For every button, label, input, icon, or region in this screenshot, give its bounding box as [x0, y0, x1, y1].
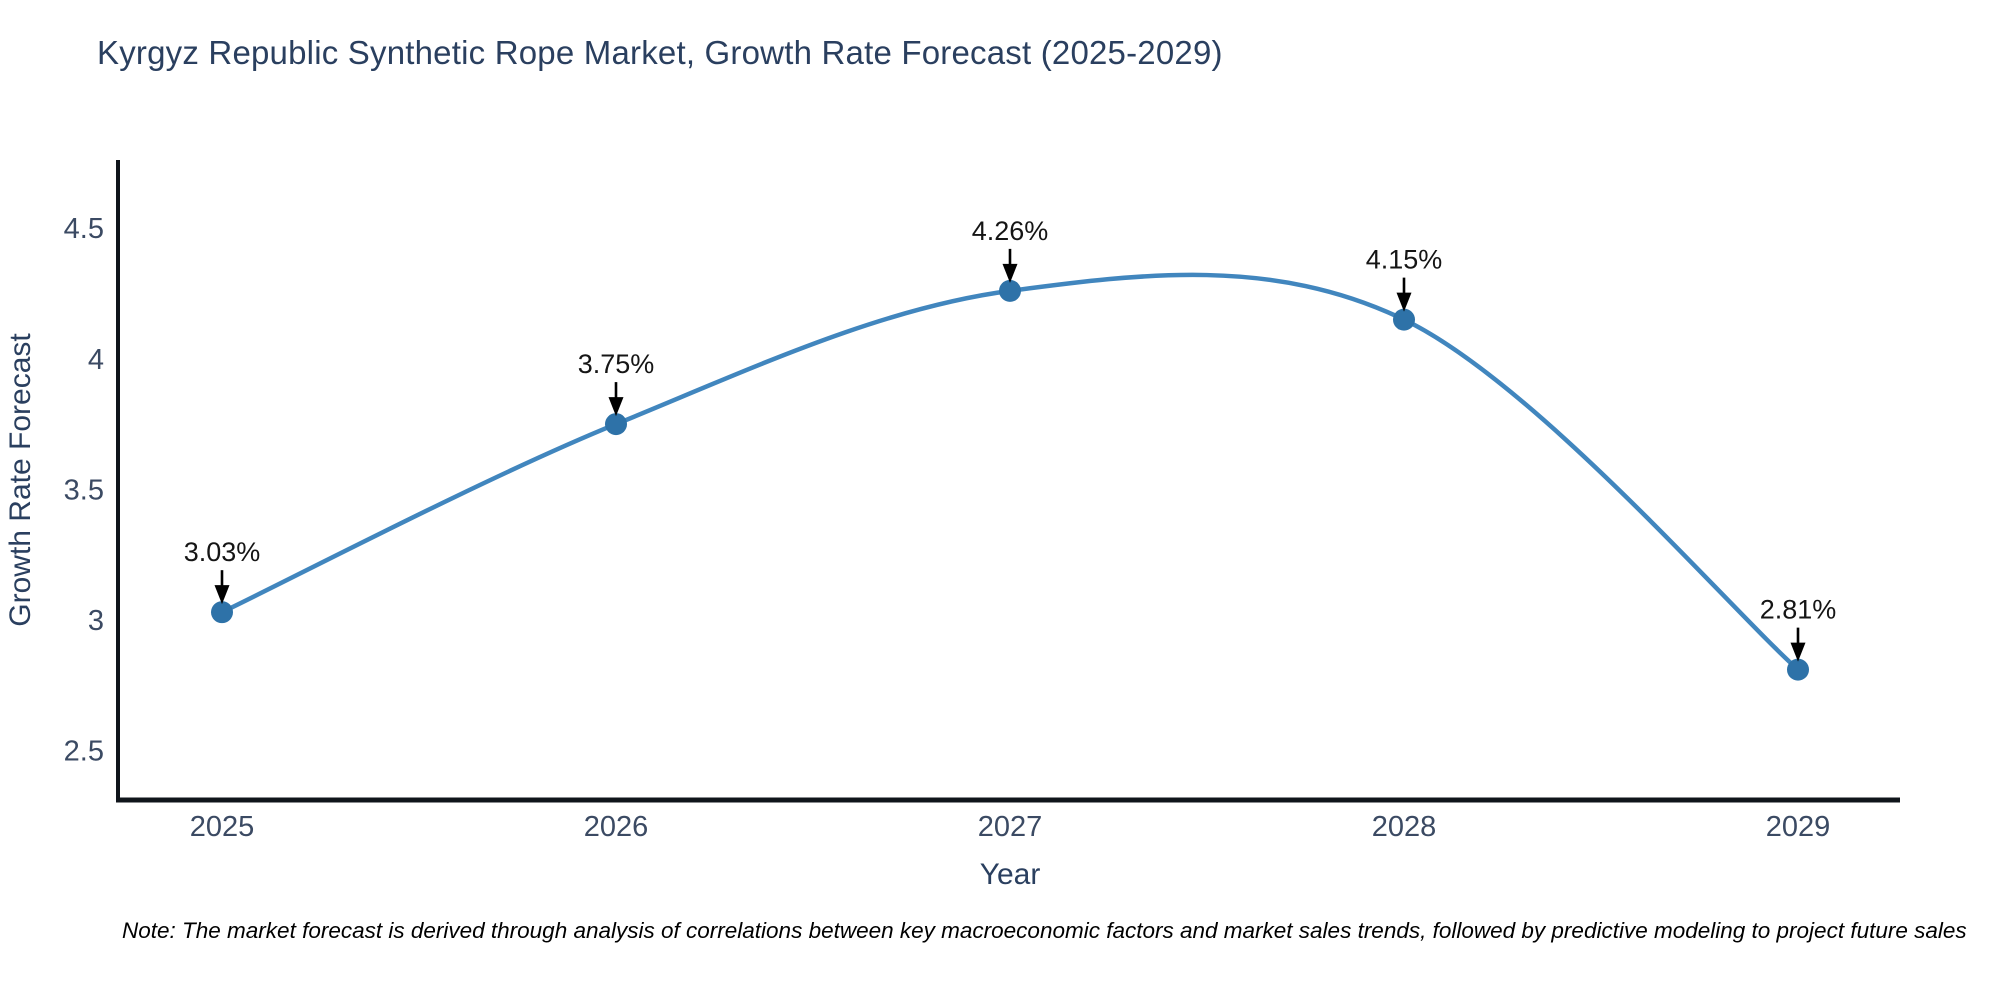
- y-tick-label: 4.5: [64, 213, 104, 245]
- y-tick-label: 3.5: [64, 474, 104, 506]
- data-point-marker: [605, 413, 627, 436]
- point-value-label: 2.81%: [1760, 595, 1837, 625]
- x-axis-title: Year: [980, 858, 1041, 891]
- point-value-label: 3.75%: [578, 349, 655, 379]
- x-tick-label: 2028: [1372, 811, 1437, 843]
- data-point-marker: [1787, 658, 1809, 681]
- x-tick-label: 2027: [978, 811, 1043, 843]
- point-value-label: 4.15%: [1366, 245, 1443, 275]
- annotation-arrowhead-icon: [1002, 263, 1018, 283]
- point-value-label: 3.03%: [184, 537, 261, 567]
- chart-title: Kyrgyz Republic Synthetic Rope Market, G…: [97, 34, 1223, 71]
- x-tick-label: 2025: [190, 811, 255, 843]
- data-point-marker: [211, 601, 233, 624]
- y-axis-title: Growth Rate Forecast: [4, 333, 37, 627]
- annotation-arrowhead-icon: [608, 397, 624, 417]
- y-tick-label: 2.5: [64, 736, 104, 768]
- y-tick-label: 3: [88, 605, 104, 637]
- data-point-marker: [1393, 308, 1415, 331]
- point-value-label: 4.26%: [972, 216, 1049, 246]
- x-tick-label: 2029: [1766, 811, 1831, 843]
- y-tick-label: 4: [88, 344, 104, 376]
- x-tick-label: 2026: [584, 811, 649, 843]
- annotation-arrowhead-icon: [214, 585, 230, 605]
- chart-footnote: Note: The market forecast is derived thr…: [122, 918, 1967, 943]
- annotation-arrowhead-icon: [1790, 642, 1806, 662]
- forecast-line: [219, 272, 1801, 672]
- annotation-arrowhead-icon: [1396, 292, 1412, 312]
- data-point-marker: [999, 279, 1021, 302]
